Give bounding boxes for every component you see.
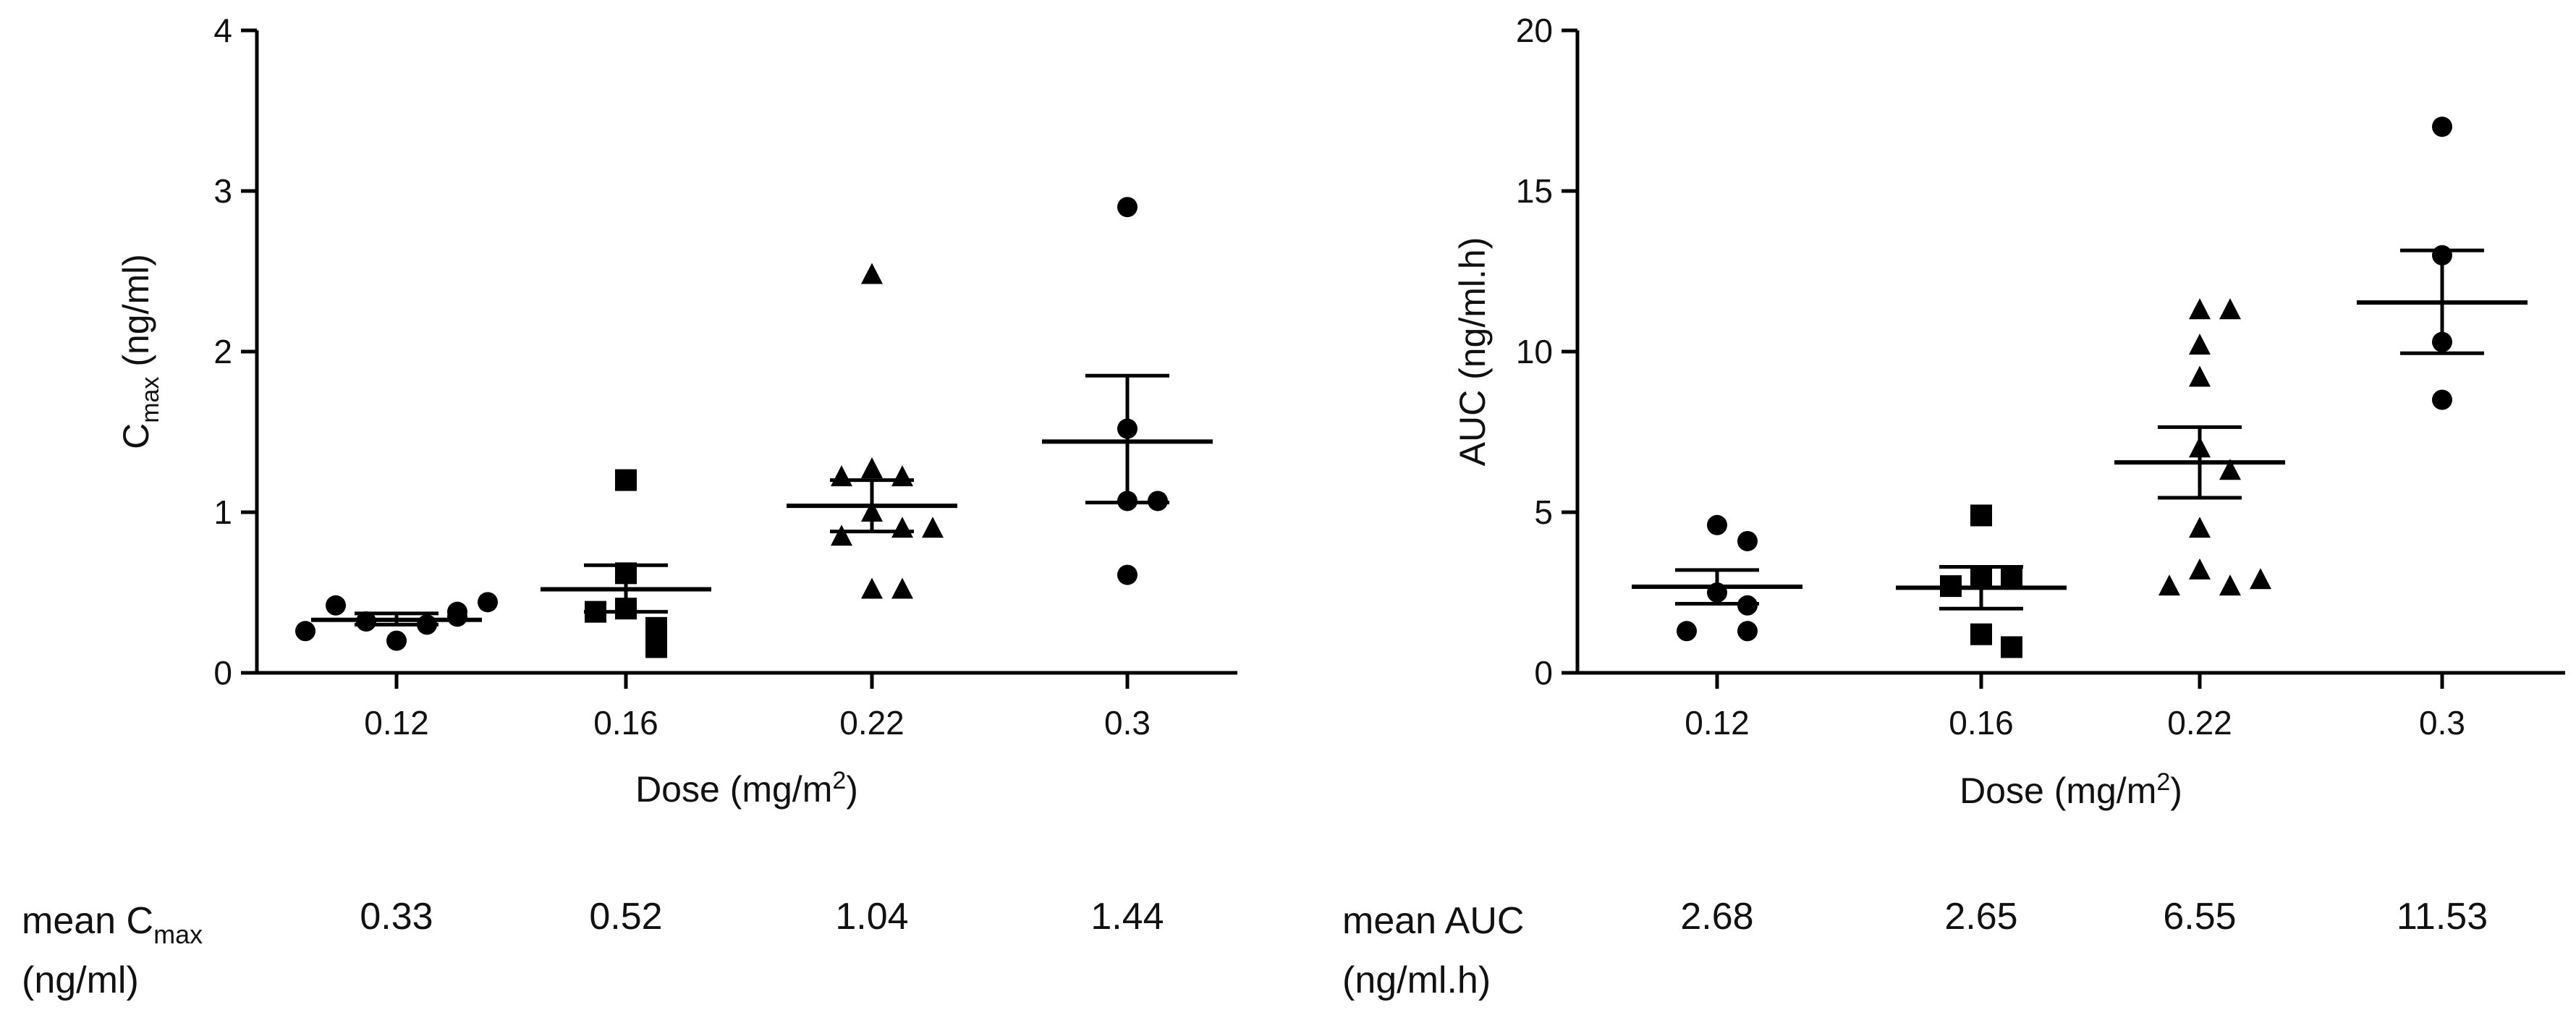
- data-point: [295, 621, 315, 642]
- x-ticks: 0.12 0.16 0.22 0.3: [364, 673, 1151, 742]
- data-point: [2158, 574, 2180, 596]
- mean-value: 1.04: [835, 896, 908, 938]
- y-tick-label: 20: [1516, 12, 1553, 49]
- data-points: [1677, 116, 2452, 658]
- data-point: [891, 577, 913, 599]
- mean-value: 0.52: [589, 896, 662, 938]
- data-point: [645, 636, 667, 658]
- data-point: [2001, 636, 2022, 658]
- data-point: [1677, 621, 1697, 642]
- y-tick-label: 3: [213, 172, 232, 210]
- x-axis-label: Dose (mg/m2): [1959, 768, 2182, 811]
- x-tick-label: 0.3: [1104, 704, 1151, 742]
- mean-sem-bars: [311, 373, 1213, 627]
- y-tick-label: 0: [213, 654, 232, 692]
- data-point: [891, 517, 913, 538]
- mean-values: 2.68 2.65 6.55 11.53: [1680, 896, 2488, 938]
- y-axis-label: AUC (ng/ml.h): [1452, 237, 1493, 467]
- mean-row-unit: (ng/ml): [22, 959, 139, 1001]
- mean-value: 2.65: [1944, 896, 2017, 938]
- mean-values: 0.33 0.52 1.04 1.44: [360, 896, 1164, 938]
- data-point: [1737, 530, 1758, 551]
- mean-value: 1.44: [1090, 896, 1164, 938]
- data-point: [2189, 334, 2211, 355]
- data-point: [478, 592, 498, 613]
- data-point: [2219, 298, 2241, 320]
- data-point: [1970, 623, 1992, 645]
- data-point: [831, 525, 852, 546]
- data-point: [326, 595, 346, 616]
- mean-value: 0.33: [360, 896, 433, 938]
- x-tick-label: 0.16: [593, 704, 658, 742]
- data-point: [2189, 365, 2211, 387]
- data-point: [861, 457, 883, 479]
- data-point: [861, 263, 883, 284]
- mean-row-unit: (ng/ml.h): [1342, 959, 1491, 1001]
- x-ticks: 0.12 0.16 0.22 0.3: [1685, 673, 2465, 742]
- data-point: [2189, 298, 2211, 320]
- data-points: [295, 197, 1168, 658]
- data-point: [1707, 514, 1727, 535]
- mean-sem-bars: [1632, 248, 2528, 611]
- y-tick-label: 10: [1516, 333, 1553, 370]
- x-tick-label: 0.22: [839, 704, 904, 742]
- data-point: [2219, 459, 2241, 480]
- data-point: [386, 630, 407, 651]
- cmax-chart: 0 1 2 3 4 0.12 0.16 0.22 0.3 Dose (mg/m2) Cmax …: [22, 12, 1237, 1001]
- y-tick-label: 5: [1534, 493, 1553, 531]
- x-tick-label: 0.16: [1949, 704, 2014, 742]
- data-point: [861, 577, 883, 599]
- mean-row-label: mean AUC: [1342, 900, 1524, 942]
- data-point: [2189, 558, 2211, 580]
- data-point: [1117, 564, 1137, 585]
- data-point: [2432, 116, 2452, 137]
- y-tick-label: 2: [213, 333, 232, 370]
- y-tick-label: 0: [1534, 654, 1553, 692]
- data-point: [831, 465, 852, 487]
- data-point: [1737, 621, 1758, 642]
- data-point: [922, 517, 944, 538]
- data-point: [1970, 504, 1992, 527]
- data-point: [447, 601, 467, 622]
- mean-value: 2.68: [1680, 896, 1753, 938]
- x-tick-label: 0.22: [2167, 704, 2232, 742]
- y-ticks: 0 5 10 15 20: [1516, 12, 1577, 692]
- x-axis-label: Dose (mg/m2): [635, 767, 858, 810]
- data-point: [1117, 197, 1137, 218]
- data-point: [615, 469, 637, 491]
- data-point: [2001, 565, 2022, 587]
- data-point: [2219, 574, 2241, 596]
- y-axis-label: Cmax (ng/ml): [116, 254, 164, 449]
- data-point: [2432, 389, 2452, 410]
- data-point: [2250, 568, 2271, 590]
- y-tick-label: 15: [1516, 172, 1553, 210]
- data-point: [645, 616, 667, 639]
- mean-value: 6.55: [2163, 896, 2236, 938]
- data-point: [891, 465, 913, 487]
- x-tick-label: 0.12: [1685, 704, 1750, 742]
- y-tick-label: 1: [213, 493, 232, 531]
- mean-row-label: mean Cmax: [22, 900, 203, 949]
- y-ticks: 0 1 2 3 4: [213, 12, 257, 692]
- auc-chart: 0 5 10 15 20 0.12 0.16 0.22 0.3 Dose (mg/m2) AU…: [1342, 12, 2565, 1001]
- data-point: [2189, 517, 2211, 538]
- y-tick-label: 4: [213, 12, 232, 49]
- mean-value: 11.53: [2397, 896, 2488, 938]
- x-tick-label: 0.12: [364, 704, 429, 742]
- x-tick-label: 0.3: [2419, 704, 2465, 742]
